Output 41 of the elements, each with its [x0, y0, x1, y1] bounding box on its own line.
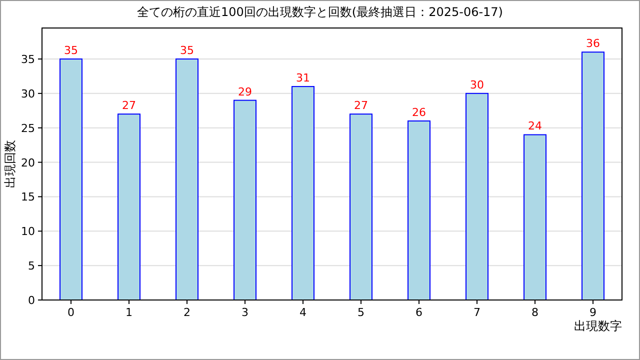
data-label: 35 [180, 44, 194, 57]
y-tick-label: 0 [28, 294, 35, 307]
data-label: 35 [64, 44, 78, 57]
x-tick-label: 2 [184, 306, 190, 319]
bar [524, 134, 546, 300]
y-tick-label: 15 [21, 190, 35, 204]
x-tick-label: 6 [416, 306, 422, 319]
data-label: 24 [528, 120, 542, 133]
data-label: 31 [296, 72, 310, 85]
x-axis-title: 出現数字 [574, 319, 622, 333]
bar [350, 114, 372, 300]
data-label: 29 [238, 85, 252, 98]
bar [408, 120, 430, 300]
x-tick-label: 8 [532, 306, 538, 319]
x-tick-label: 4 [300, 306, 306, 319]
y-tick-label: 25 [21, 122, 35, 135]
x-tick-label: 5 [358, 306, 364, 319]
data-label: 30 [470, 78, 484, 92]
x-tick-label: 9 [590, 306, 596, 319]
y-tick-label: 30 [21, 87, 35, 100]
data-label: 27 [354, 99, 368, 112]
bar [292, 86, 314, 300]
y-tick-label: 10 [21, 225, 35, 238]
chart-title: 全ての桁の直近100回の出現数字と回数(最終抽選日：2025-06-17) [136, 5, 504, 19]
bar [234, 100, 256, 300]
y-tick-label: 20 [21, 156, 35, 170]
bar [582, 52, 604, 300]
x-tick-label: 0 [68, 306, 74, 319]
x-tick-label: 3 [242, 306, 248, 319]
data-label: 26 [412, 106, 426, 119]
y-axis-title: 出現回数 [3, 140, 17, 188]
x-tick-label: 1 [126, 306, 132, 319]
bar [176, 58, 198, 300]
bar [60, 58, 82, 300]
y-tick-label: 5 [28, 260, 35, 273]
bar [118, 114, 140, 300]
y-tick-label: 35 [21, 52, 35, 66]
x-tick-label: 7 [474, 306, 480, 319]
data-label: 27 [122, 99, 136, 112]
data-label: 36 [586, 37, 600, 50]
bar [466, 92, 488, 300]
